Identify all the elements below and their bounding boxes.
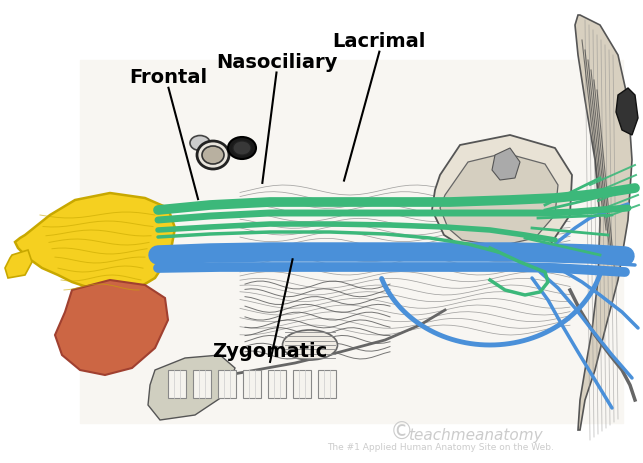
Polygon shape xyxy=(440,153,558,246)
Text: teachmeanatomy: teachmeanatomy xyxy=(408,428,543,443)
Text: Frontal: Frontal xyxy=(129,68,208,88)
Bar xyxy=(268,370,286,398)
Polygon shape xyxy=(432,135,572,255)
Bar xyxy=(218,370,236,398)
Ellipse shape xyxy=(228,137,256,159)
Text: The #1 Applied Human Anatomy Site on the Web.: The #1 Applied Human Anatomy Site on the… xyxy=(327,443,554,452)
Bar xyxy=(243,370,261,398)
Text: Lacrimal: Lacrimal xyxy=(332,32,426,51)
Bar xyxy=(293,370,311,398)
Ellipse shape xyxy=(202,146,224,164)
Ellipse shape xyxy=(282,330,338,360)
Polygon shape xyxy=(80,60,623,423)
Bar xyxy=(193,370,211,398)
Polygon shape xyxy=(616,88,638,135)
Text: ©: © xyxy=(390,420,413,444)
Bar xyxy=(318,370,336,398)
Polygon shape xyxy=(5,250,32,278)
Text: Nasociliary: Nasociliary xyxy=(216,53,337,72)
Text: Zygomatic: Zygomatic xyxy=(212,342,328,362)
Bar xyxy=(168,370,186,398)
Polygon shape xyxy=(55,280,168,375)
Polygon shape xyxy=(15,193,175,295)
Polygon shape xyxy=(492,148,520,180)
Ellipse shape xyxy=(233,141,251,155)
Polygon shape xyxy=(575,15,632,430)
Ellipse shape xyxy=(197,141,229,169)
Polygon shape xyxy=(148,355,235,420)
Ellipse shape xyxy=(190,136,210,150)
